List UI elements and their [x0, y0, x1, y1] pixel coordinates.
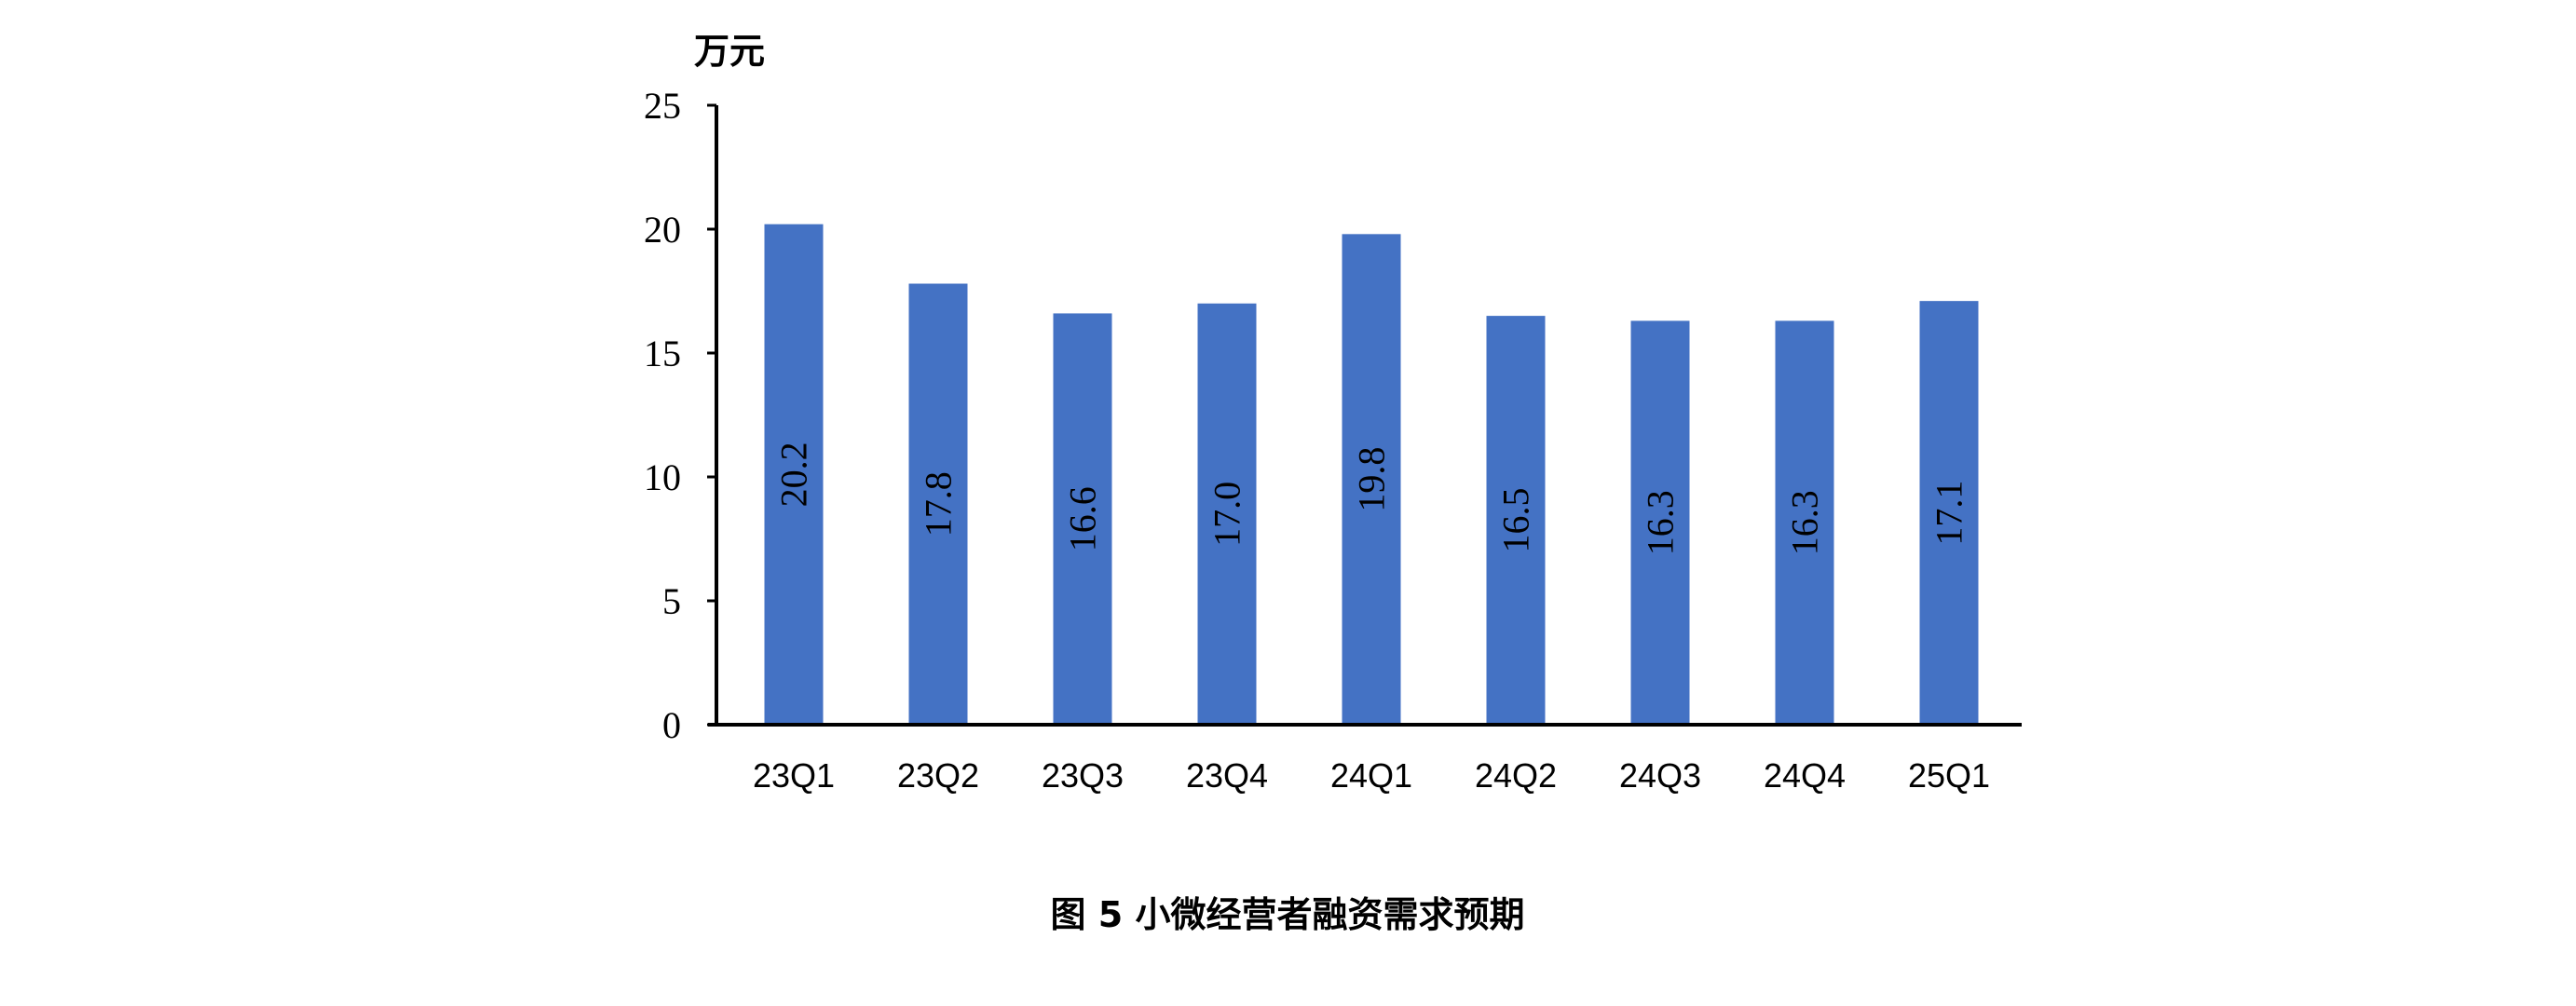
data-label: 16.3: [1784, 490, 1826, 555]
x-axis-ticks: 23Q1 23Q2 23Q3 23Q4 24Q1 24Q2 24Q3 24Q4 25Q1: [753, 756, 1990, 795]
bar-23Q1: [764, 224, 824, 725]
bar-24Q3: [1630, 320, 1690, 725]
bars: 20.2 17.8 16.6 17.0 19.8 16.5 16.3 16.3 17.1: [764, 224, 1979, 725]
bar-23Q2: [908, 283, 968, 725]
y-tick-label: 0: [662, 704, 681, 746]
x-tick-label: 23Q2: [897, 756, 979, 795]
x-tick-label: 24Q3: [1619, 756, 1701, 795]
data-label: 20.2: [773, 442, 815, 507]
y-axis-ticks: 0 5 10 15 20 25: [644, 85, 716, 746]
x-tick-label: 24Q2: [1475, 756, 1557, 795]
x-tick-label: 24Q4: [1764, 756, 1846, 795]
y-tick-label: 10: [644, 456, 681, 498]
bar-24Q1: [1342, 234, 1401, 725]
bar-23Q4: [1197, 303, 1257, 725]
bar-25Q1: [1919, 301, 1979, 725]
y-tick-label: 5: [662, 580, 681, 622]
data-label: 17.0: [1206, 482, 1248, 547]
data-label: 16.6: [1062, 486, 1104, 551]
bar-24Q4: [1775, 320, 1834, 725]
y-axis-unit: 万元: [694, 31, 765, 72]
figure-caption: 图 5 小微经营者融资需求预期: [1051, 894, 1525, 935]
x-tick-label: 23Q1: [753, 756, 835, 795]
bar-24Q2: [1486, 316, 1546, 725]
x-tick-label: 25Q1: [1908, 756, 1990, 795]
y-tick-label: 20: [644, 209, 681, 251]
data-label: 16.3: [1640, 490, 1682, 555]
data-label: 16.5: [1495, 488, 1537, 553]
y-tick-label: 15: [644, 333, 681, 374]
data-label: 19.8: [1351, 447, 1393, 512]
y-tick-label: 25: [644, 85, 681, 127]
data-label: 17.1: [1929, 481, 1970, 546]
data-label: 17.8: [918, 471, 960, 537]
bar-23Q3: [1053, 313, 1112, 725]
x-tick-label: 23Q3: [1042, 756, 1124, 795]
x-tick-label: 24Q1: [1330, 756, 1412, 795]
x-tick-label: 23Q4: [1186, 756, 1268, 795]
